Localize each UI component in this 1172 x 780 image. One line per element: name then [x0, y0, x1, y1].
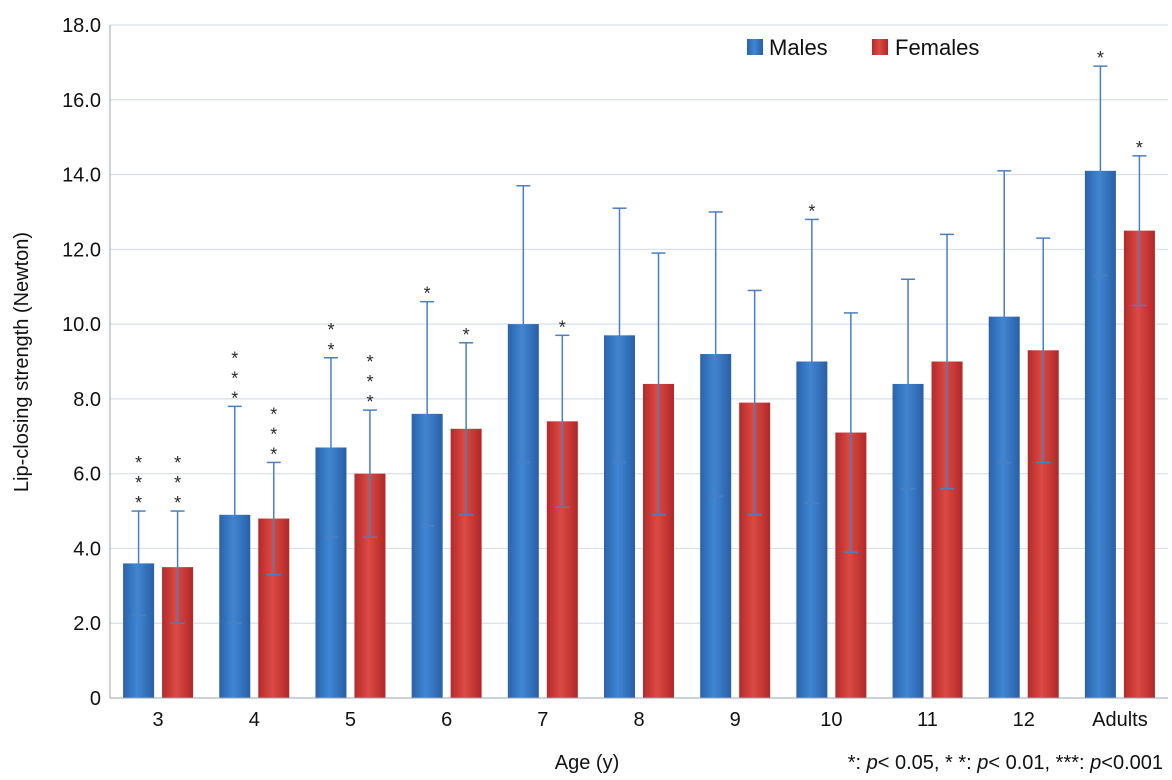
significance-asterisk: * — [174, 453, 181, 473]
significance-asterisk: * — [174, 473, 181, 493]
y-tick-label: 4.0 — [73, 538, 101, 560]
significance-asterisk: * — [366, 352, 373, 372]
significance-asterisk: * — [463, 325, 470, 345]
x-tick-label: 7 — [537, 709, 548, 731]
significance-asterisk: * — [135, 473, 142, 493]
axes: 0 2.0 4.0 6.0 8.0 10.0 12.0 14.0 16.0 18.0 3 4 5 6 7 8 9… — [62, 15, 1168, 731]
legend: Males Females — [747, 35, 979, 60]
significance-asterisk: * — [270, 404, 277, 424]
significance-asterisk: * — [366, 372, 373, 392]
significance-asterisk: * — [559, 317, 566, 337]
footnote-part: < 0.01, ***: — [988, 752, 1090, 774]
significance-markers: ******************* **** — [135, 48, 1143, 513]
x-tick-label: 4 — [249, 709, 260, 731]
y-tick-label: 14.0 — [62, 165, 101, 187]
significance-asterisk: * — [231, 368, 238, 388]
significance-asterisk: * — [424, 284, 431, 304]
legend-label-females: Females — [895, 35, 979, 60]
footnote-part: <0.001 — [1101, 752, 1163, 774]
y-tick-label: 6.0 — [73, 464, 101, 486]
significance-asterisk: * — [231, 388, 238, 408]
legend-swatch-males — [747, 39, 763, 55]
significance-asterisk: * — [327, 320, 334, 340]
significance-asterisk: * — [366, 392, 373, 412]
y-tick-label: 18.0 — [62, 15, 101, 37]
significance-asterisk: * — [135, 493, 142, 513]
y-tick-label: 16.0 — [62, 90, 101, 112]
x-tick-label: Adults — [1092, 709, 1148, 731]
footnote-part: p — [1089, 752, 1101, 774]
error-bars — [131, 65, 1147, 624]
significance-asterisk: * — [270, 424, 277, 444]
y-tick-label: 10.0 — [62, 314, 101, 336]
x-tick-label: 8 — [633, 709, 644, 731]
x-axis-title: Age (y) — [555, 752, 619, 774]
significance-footnote: *: p< 0.05, * *: p< 0.01, ***: p<0.001 — [848, 752, 1163, 774]
significance-asterisk: * — [231, 348, 238, 368]
significance-asterisk: * — [135, 453, 142, 473]
significance-asterisk: * — [1136, 138, 1143, 158]
x-tick-label: 9 — [730, 709, 741, 731]
y-tick-label: 12.0 — [62, 239, 101, 261]
legend-swatch-females — [872, 39, 888, 55]
legend-label-males: Males — [769, 35, 828, 60]
y-tick-label: 2.0 — [73, 613, 101, 635]
y-tick-label: 0 — [90, 688, 101, 710]
significance-asterisk: * — [1097, 48, 1104, 68]
y-tick-label: 8.0 — [73, 389, 101, 411]
x-tick-label: 6 — [441, 709, 452, 731]
footnote-part: p — [866, 752, 878, 774]
y-axis-title: Lip-closing strength (Newton) — [11, 232, 33, 492]
footnote-part: < 0.05, * *: — [878, 752, 978, 774]
bar-females — [1123, 230, 1155, 698]
significance-asterisk: * — [808, 201, 815, 221]
x-tick-label: 3 — [153, 709, 164, 731]
footnote-part: p — [976, 752, 988, 774]
x-tick-label: 11 — [917, 709, 938, 731]
footnote-part: *: — [848, 752, 867, 774]
significance-asterisk: * — [327, 340, 334, 360]
x-tick-label: 10 — [820, 709, 842, 731]
significance-asterisk: * — [174, 493, 181, 513]
significance-asterisk: * — [270, 444, 277, 464]
x-tick-label: 12 — [1013, 709, 1035, 731]
x-tick-label: 5 — [345, 709, 356, 731]
